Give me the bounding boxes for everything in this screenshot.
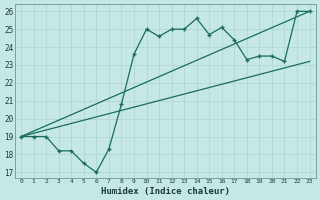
X-axis label: Humidex (Indice chaleur): Humidex (Indice chaleur) [101, 187, 230, 196]
